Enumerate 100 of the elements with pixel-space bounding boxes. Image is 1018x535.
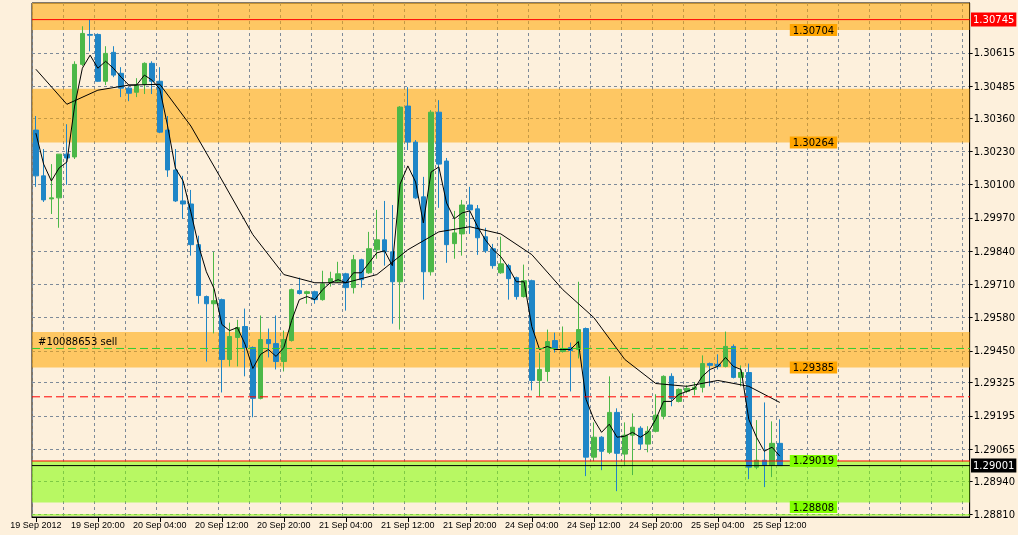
candlestick (467, 186, 473, 235)
candlestick (258, 314, 263, 400)
candlestick (180, 175, 186, 220)
candlestick (568, 342, 573, 392)
y-tick-label: 1.30360 (973, 112, 1016, 124)
candlestick (56, 153, 62, 229)
y-tick-label: 1.29450 (973, 345, 1016, 357)
candlestick (211, 251, 217, 334)
candlestick (723, 331, 728, 368)
candlestick (514, 276, 519, 301)
x-tick-label: 24 Sep 04:00 (505, 519, 559, 530)
text: 1.28808 (792, 501, 835, 513)
candlestick (64, 123, 70, 186)
band-label: 1.29385 (792, 361, 835, 373)
candlestick (304, 290, 310, 305)
candlestick (405, 86, 411, 151)
candlestick (583, 327, 589, 477)
candlestick (103, 45, 108, 86)
candlestick (599, 435, 604, 471)
y-tick-label: 1.28810 (973, 508, 1016, 520)
candlestick (266, 328, 271, 358)
candlestick (428, 109, 434, 277)
ref-line-label: #10088653 sell (38, 335, 118, 347)
y-tick-label: 1.28940 (973, 475, 1016, 487)
candlestick (614, 407, 620, 492)
candlestick (397, 105, 403, 331)
y-tick-label: 1.29580 (973, 312, 1016, 324)
y-tick-label: 1.29710 (973, 278, 1016, 290)
candlestick (173, 148, 178, 203)
x-tick-label: 21 Sep 20:00 (443, 519, 497, 530)
candlestick (374, 209, 380, 260)
x-tick-label: 19 Sep 20:00 (71, 519, 125, 530)
x-tick-label: 20 Sep 04:00 (133, 519, 187, 530)
y-tick-label: 1.29325 (973, 377, 1016, 389)
y-tick-label: 1.29970 (973, 212, 1016, 224)
x-tick-label: 20 Sep 12:00 (195, 519, 249, 530)
band-label: 1.30704 (792, 24, 835, 36)
candlestick (552, 332, 558, 354)
x-tick-label: 21 Sep 12:00 (381, 519, 435, 530)
candlestick (95, 32, 101, 83)
candlestick (289, 288, 294, 343)
candlestick (142, 61, 147, 95)
candlestick (80, 25, 85, 67)
x-tick-label: 20 Sep 20:00 (257, 519, 311, 530)
candlestick (529, 279, 535, 391)
candlestick (707, 362, 713, 387)
x-tick-label: 19 Sep 2012 (10, 519, 62, 530)
y-tick-label: 1.29195 (973, 410, 1016, 422)
candlestick (33, 115, 39, 188)
candlestick (204, 295, 209, 363)
candlestick (630, 412, 635, 476)
candlestick (421, 176, 426, 301)
candlestick (165, 115, 170, 178)
candlestick (366, 231, 372, 275)
candlestick (645, 425, 651, 453)
candlestick (219, 298, 225, 393)
x-tick-label: 25 Sep 04:00 (691, 519, 745, 530)
candlestick (498, 236, 504, 275)
candlestick (490, 243, 496, 270)
candlestick (382, 200, 387, 267)
candlestick (459, 199, 465, 257)
candlestick (452, 210, 457, 260)
candlestick (545, 329, 550, 382)
line-series (35, 54, 781, 457)
candlestick (591, 421, 597, 462)
ref-line-label: 1.30745 (973, 14, 1015, 26)
candlestick (87, 19, 93, 52)
candlestick (622, 421, 628, 467)
candlestick (134, 77, 139, 98)
band-label: 1.29019 (792, 455, 835, 467)
y-tick-label: 1.30615 (973, 47, 1016, 59)
candlestick (351, 254, 356, 294)
candlestick (638, 425, 643, 450)
x-tick-label: 24 Sep 20:00 (629, 519, 683, 530)
candlestick (41, 148, 46, 203)
candlestick (227, 322, 232, 367)
ref-line-label: 1.29001 (973, 460, 1015, 472)
y-tick-label: 1.30485 (973, 80, 1016, 92)
y-tick-label: 1.29840 (973, 245, 1016, 257)
x-tick-label: 25 Sep 12:00 (753, 519, 807, 530)
candlestick (436, 99, 442, 209)
candlestick (413, 139, 418, 200)
candlestick (242, 308, 248, 377)
candlestick (149, 60, 155, 95)
candlestick (72, 60, 77, 160)
candlestick (196, 235, 201, 305)
x-tick-label: 24 Sep 12:00 (567, 519, 621, 530)
y-tick-label: 1.29065 (973, 443, 1016, 455)
candlestick (661, 374, 666, 420)
candlestick (49, 163, 54, 215)
band-label: 1.30264 (792, 137, 835, 149)
x-tick-label: 21 Sep 04:00 (319, 519, 373, 530)
y-tick-label: 1.30230 (973, 145, 1016, 157)
candlestick (607, 375, 612, 455)
candlestick (444, 157, 449, 264)
y-tick-label: 1.30100 (973, 179, 1016, 191)
candlestick (111, 45, 116, 78)
candlestick (537, 352, 542, 397)
candlestick (297, 277, 302, 296)
candlestick (762, 401, 767, 488)
